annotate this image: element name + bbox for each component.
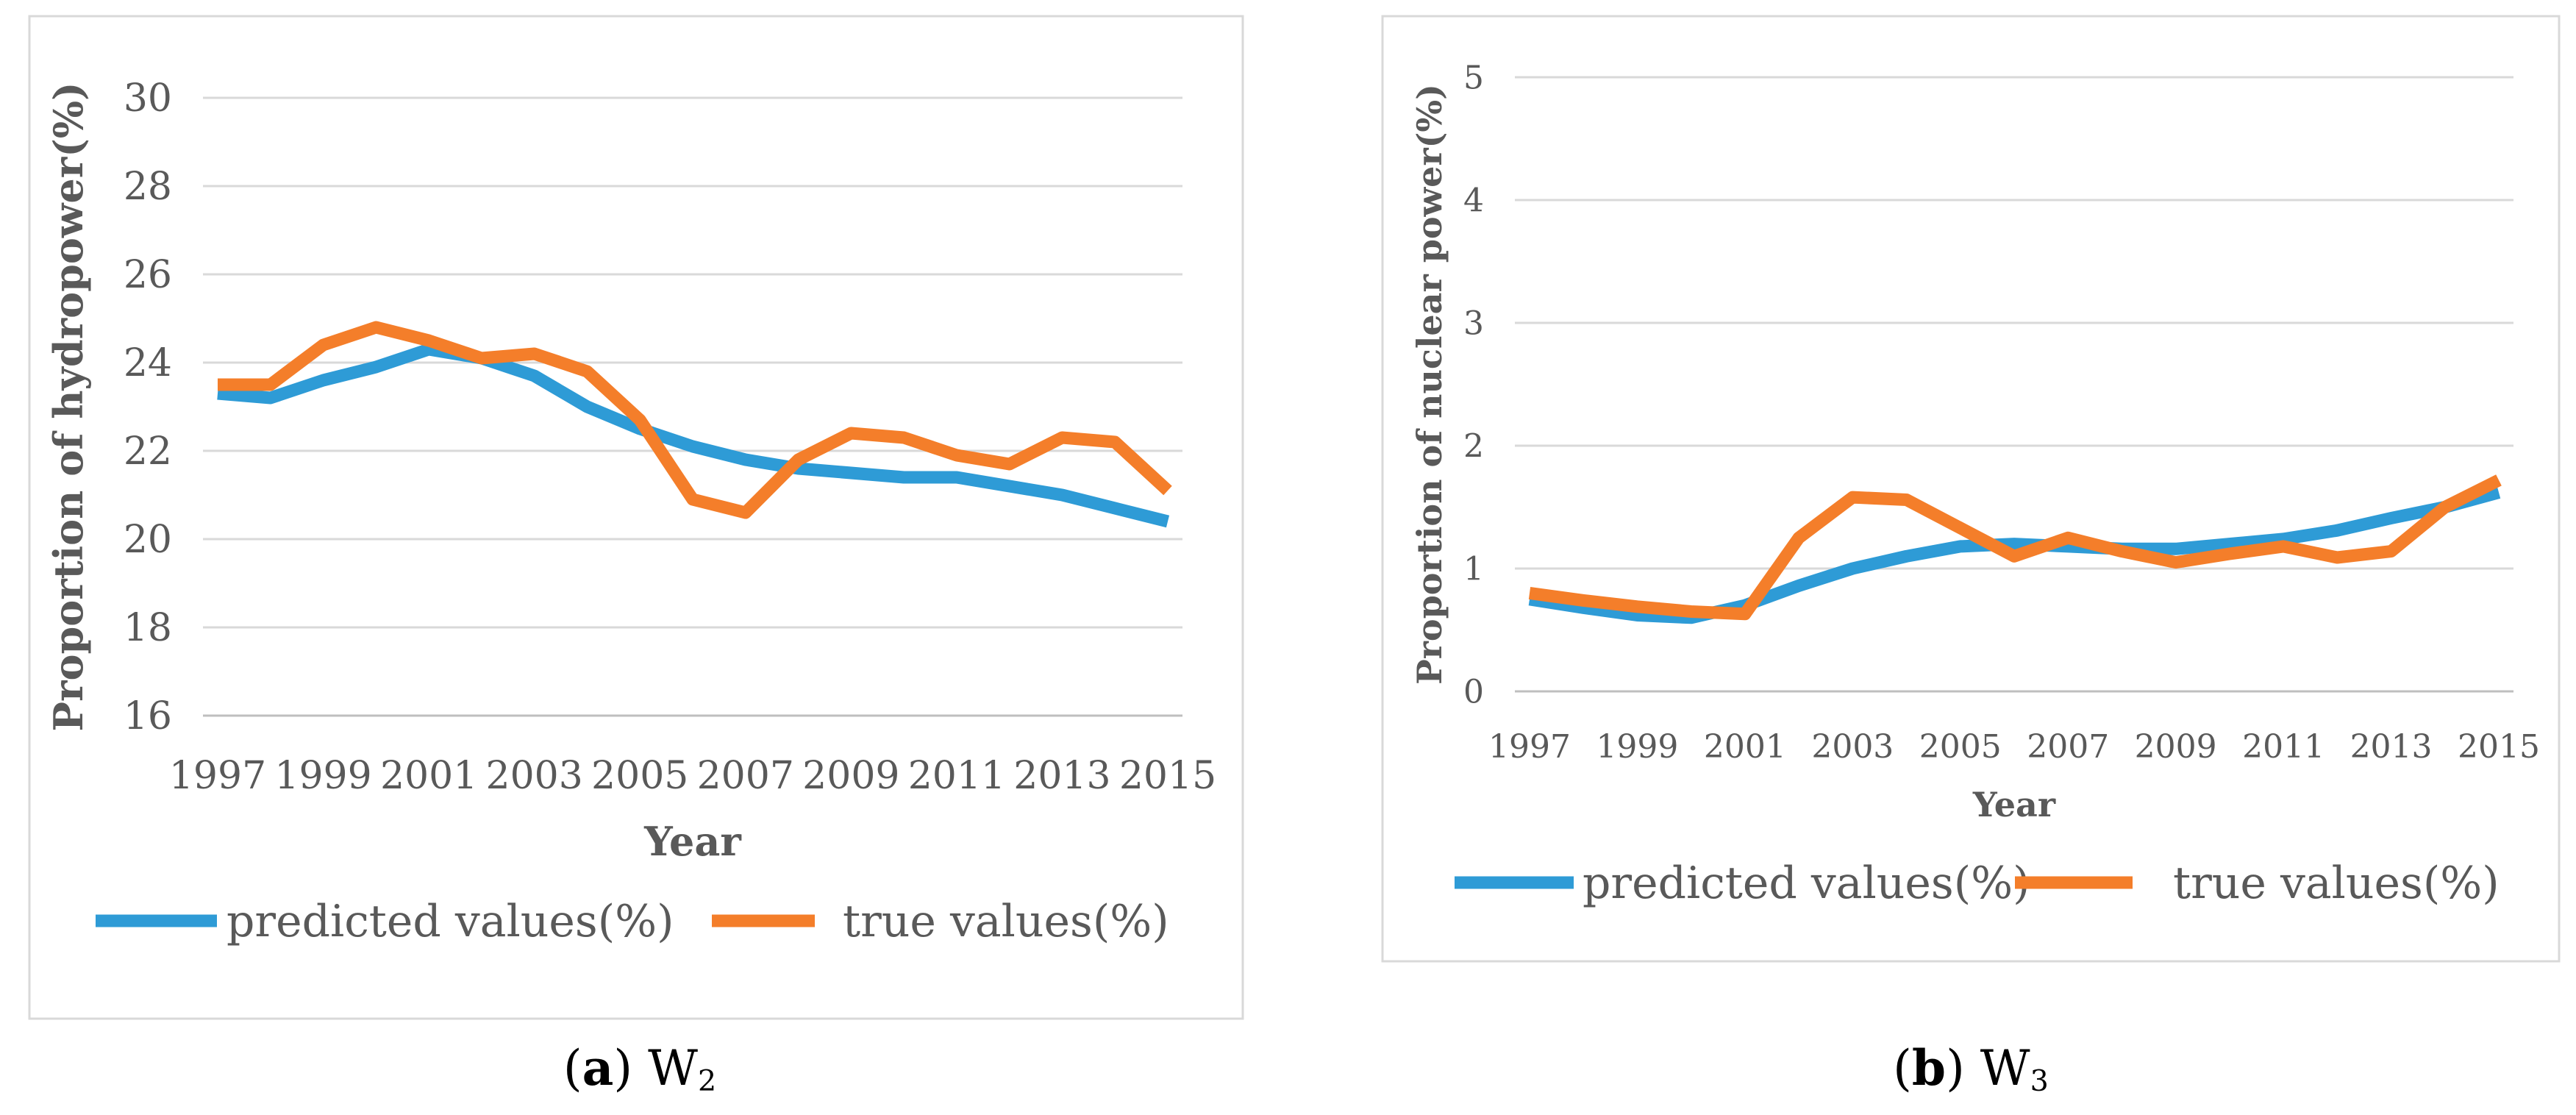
legend-label: true values(%) (2173, 858, 2500, 909)
x-tick-label: 2007 (697, 754, 794, 798)
x-tick-label: 1997 (1488, 728, 1571, 766)
x-tick-label: 2009 (2135, 728, 2217, 766)
y-tick-label: 20 (124, 518, 172, 562)
x-tick-label: 2003 (1811, 728, 1894, 766)
x-tick-label: 2007 (2027, 728, 2109, 766)
y-tick-label: 1 (1463, 550, 1484, 588)
x-tick-label: 2015 (2458, 728, 2540, 766)
x-tick-label: 2015 (1119, 754, 1216, 798)
y-tick-label: 18 (124, 606, 172, 650)
x-tick-label: 1999 (274, 754, 371, 798)
x-tick-label: 1999 (1596, 728, 1678, 766)
legend-label: predicted values(%) (1583, 858, 2030, 909)
y-tick-label: 24 (124, 341, 172, 385)
y-tick-label: 28 (124, 165, 172, 209)
x-axis-title: Year (1972, 785, 2056, 824)
x-tick-label: 2011 (908, 754, 1005, 798)
y-tick-label: 30 (124, 76, 172, 121)
x-tick-label: 2005 (1919, 728, 2002, 766)
legend-label: true values(%) (843, 896, 1169, 947)
y-axis-title: Proportion of nuclear power(%) (1410, 84, 1449, 685)
x-tick-label: 2009 (802, 754, 899, 798)
legend-label: predicted values(%) (226, 896, 674, 947)
series-line-true (1528, 474, 2502, 621)
x-tick-label: 2001 (380, 754, 477, 798)
panel-caption: (b) W3 (1893, 1039, 2049, 1098)
x-axis-title: Year (643, 818, 741, 865)
series-line-predicted (217, 343, 1170, 528)
x-tick-label: 2005 (591, 754, 688, 798)
chart-panel-2: 0 1 2 3 4 5 1997 1999 2001 2003 2005 2007 2009 2011 20… (1381, 15, 2561, 1098)
y-tick-label: 16 (124, 694, 172, 738)
panel-caption: (a) W2 (563, 1039, 716, 1098)
y-tick-label: 26 (124, 253, 172, 297)
y-tick-label: 3 (1463, 304, 1484, 342)
y-tick-label: 4 (1463, 182, 1484, 219)
y-tick-label: 22 (124, 430, 172, 474)
x-tick-label: 2001 (1704, 728, 1786, 766)
x-tick-label: 2013 (2350, 728, 2433, 766)
y-tick-label: 5 (1463, 59, 1484, 96)
chart-frame (1381, 15, 2561, 963)
x-tick-label: 2011 (2242, 728, 2325, 766)
chart-frame (28, 15, 1244, 1020)
y-axis-title: Proportion of hydropower(%) (45, 82, 92, 731)
series-line-true (218, 321, 1172, 519)
y-tick-label: 2 (1463, 427, 1484, 465)
y-tick-label: 0 (1463, 673, 1484, 710)
x-tick-label: 1997 (169, 754, 266, 798)
chart-panel-1: 16 18 20 22 24 26 28 30 1997 1999 2001 2003 2005 2007… (28, 15, 1244, 1098)
x-tick-label: 2013 (1013, 754, 1110, 798)
x-tick-label: 2003 (485, 754, 582, 798)
